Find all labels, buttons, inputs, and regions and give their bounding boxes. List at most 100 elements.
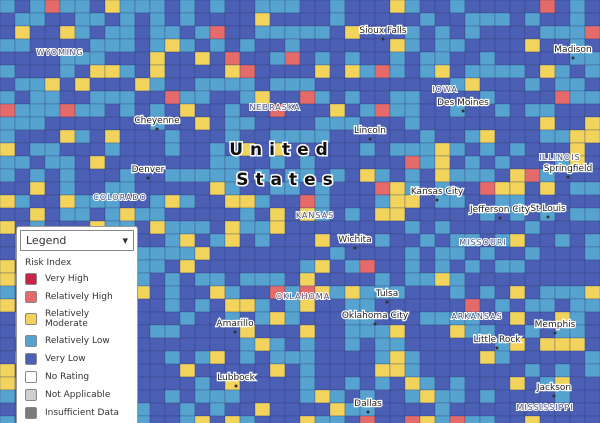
county bbox=[389, 168, 406, 183]
county bbox=[419, 12, 436, 27]
city-dot bbox=[368, 137, 372, 141]
county bbox=[584, 90, 600, 105]
county bbox=[179, 103, 196, 118]
county bbox=[509, 168, 526, 183]
county bbox=[569, 207, 586, 222]
county bbox=[284, 363, 301, 378]
county bbox=[164, 298, 181, 313]
county bbox=[449, 51, 466, 66]
county bbox=[344, 194, 361, 209]
county bbox=[374, 38, 391, 53]
county bbox=[149, 25, 166, 40]
county bbox=[269, 64, 286, 79]
county bbox=[44, 25, 61, 40]
county bbox=[29, 168, 46, 183]
county bbox=[329, 38, 346, 53]
county bbox=[0, 142, 16, 157]
county bbox=[179, 64, 196, 79]
legend-toggle[interactable]: Legend ▾ bbox=[20, 230, 134, 251]
county bbox=[89, 142, 106, 157]
county bbox=[419, 129, 436, 144]
county bbox=[284, 324, 301, 339]
county bbox=[539, 103, 556, 118]
county bbox=[524, 25, 541, 40]
county bbox=[149, 402, 166, 417]
county bbox=[119, 25, 136, 40]
county bbox=[194, 103, 211, 118]
county bbox=[179, 77, 196, 92]
county bbox=[269, 389, 286, 404]
county bbox=[104, 116, 121, 131]
county bbox=[299, 90, 316, 105]
county bbox=[164, 311, 181, 326]
city-dot bbox=[155, 127, 159, 131]
county bbox=[59, 155, 76, 170]
county bbox=[359, 64, 376, 79]
county bbox=[434, 0, 451, 14]
county bbox=[119, 129, 136, 144]
county bbox=[344, 181, 361, 196]
county bbox=[239, 64, 256, 79]
county bbox=[464, 272, 481, 287]
county bbox=[59, 181, 76, 196]
county bbox=[359, 194, 376, 209]
county bbox=[164, 402, 181, 417]
county bbox=[104, 129, 121, 144]
county bbox=[494, 389, 511, 404]
county bbox=[524, 350, 541, 365]
county bbox=[554, 415, 571, 423]
county bbox=[179, 246, 196, 261]
city-label: Madison bbox=[554, 45, 591, 55]
county bbox=[29, 142, 46, 157]
county bbox=[404, 272, 421, 287]
county bbox=[539, 77, 556, 92]
county bbox=[449, 116, 466, 131]
county bbox=[299, 25, 316, 40]
county bbox=[509, 129, 526, 144]
county bbox=[389, 272, 406, 287]
county bbox=[194, 376, 211, 391]
county bbox=[89, 103, 106, 118]
county bbox=[254, 207, 271, 222]
county bbox=[344, 12, 361, 27]
county bbox=[209, 233, 226, 248]
county bbox=[344, 25, 361, 40]
county bbox=[494, 0, 511, 14]
county bbox=[344, 285, 361, 300]
county bbox=[149, 194, 166, 209]
county bbox=[359, 77, 376, 92]
county bbox=[569, 103, 586, 118]
county bbox=[239, 402, 256, 417]
county bbox=[389, 194, 406, 209]
county bbox=[299, 246, 316, 261]
county bbox=[179, 350, 196, 365]
county bbox=[104, 168, 121, 183]
county bbox=[344, 155, 361, 170]
county bbox=[524, 129, 541, 144]
county bbox=[209, 285, 226, 300]
county bbox=[149, 129, 166, 144]
legend-swatch bbox=[25, 291, 37, 303]
county bbox=[389, 220, 406, 235]
county bbox=[524, 246, 541, 261]
chevron: ▾ bbox=[122, 234, 128, 247]
county bbox=[224, 402, 241, 417]
county bbox=[389, 402, 406, 417]
county bbox=[44, 77, 61, 92]
county bbox=[224, 77, 241, 92]
county bbox=[134, 90, 151, 105]
legend-item: No Rating bbox=[17, 368, 137, 386]
county bbox=[524, 90, 541, 105]
county bbox=[194, 155, 211, 170]
county bbox=[269, 337, 286, 352]
county bbox=[494, 376, 511, 391]
county bbox=[464, 25, 481, 40]
state-label: MISSISSIPPI bbox=[516, 403, 573, 412]
county bbox=[419, 207, 436, 222]
county bbox=[254, 25, 271, 40]
county bbox=[359, 181, 376, 196]
county bbox=[329, 337, 346, 352]
county bbox=[254, 350, 271, 365]
county bbox=[269, 207, 286, 222]
